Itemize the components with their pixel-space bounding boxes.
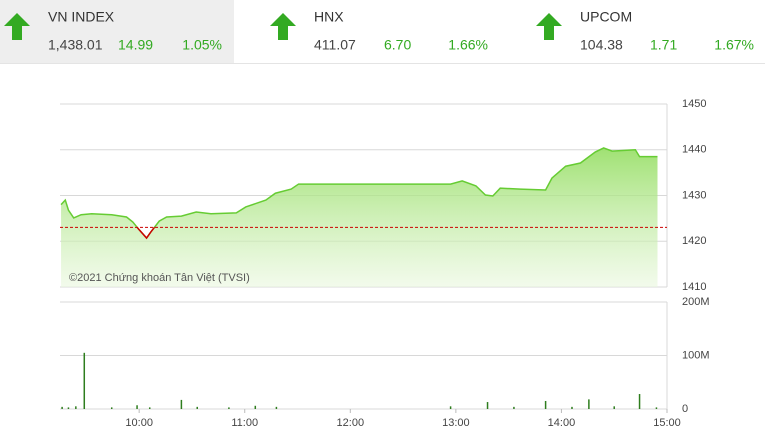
volume-bar <box>449 406 452 409</box>
x-tick-label: 10:00 <box>125 417 153 429</box>
up-arrow <box>4 13 30 40</box>
y-tick-label: 0 <box>682 403 688 415</box>
volume-bar <box>655 407 658 409</box>
ticker-value: 104.38 <box>580 37 623 53</box>
volume-bar <box>148 407 151 409</box>
selected-tab <box>0 0 234 63</box>
y-tick-label: 1430 <box>682 189 706 201</box>
volume-bar <box>75 406 77 409</box>
volume-bar <box>228 407 230 409</box>
volume-bar <box>83 352 86 409</box>
up-arrow <box>536 13 562 40</box>
y-tick-label: 1450 <box>682 98 706 110</box>
ticker-value: 1,438.01 <box>48 37 103 53</box>
volume-bar <box>61 406 63 409</box>
x-tick-label: 15:00 <box>653 417 681 429</box>
volume-bar <box>638 394 641 409</box>
ticker-name: UPCOM <box>580 9 632 25</box>
volume-bar <box>544 400 547 409</box>
y-tick-label: 200M <box>682 296 710 308</box>
volume-bar <box>571 406 573 409</box>
ticker-percent: 1.67% <box>714 37 754 53</box>
y-tick-label: 1440 <box>682 144 706 156</box>
volume-bar <box>275 406 278 409</box>
y-tick-label: 1420 <box>682 235 706 247</box>
volume-bar <box>67 407 70 409</box>
volume-bar <box>196 406 198 409</box>
x-tick-label: 14:00 <box>548 417 576 429</box>
ticker-name: HNX <box>314 9 344 25</box>
y-tick-label: 100M <box>682 349 710 361</box>
ticker-change: 14.99 <box>118 37 153 53</box>
price-line <box>60 147 658 240</box>
area-fill <box>61 147 658 287</box>
volume-bar <box>613 406 615 409</box>
volume-bar <box>254 405 257 409</box>
volume-bar <box>180 399 183 409</box>
x-tick-label: 11:00 <box>231 417 258 429</box>
ticker-percent: 1.66% <box>448 37 488 53</box>
annotation: ©2021 Chứng khoán Tân Việt (TVSI) <box>69 272 250 284</box>
volume-bar <box>486 402 489 409</box>
ticker-value: 411.07 <box>314 37 356 53</box>
ticker-percent: 1.05% <box>182 37 222 53</box>
x-tick-label: 12:00 <box>337 417 365 429</box>
ticker-change: 1.71 <box>650 37 677 53</box>
volume-bar <box>513 406 515 409</box>
x-tick-label: 13:00 <box>442 417 470 429</box>
y-tick-label: 1410 <box>682 281 706 293</box>
volume-bar <box>110 407 113 409</box>
volume-bar <box>136 405 138 409</box>
ticker-name: VN INDEX <box>48 9 115 25</box>
ticker-change: 6.70 <box>384 37 411 53</box>
up-arrow <box>270 13 296 40</box>
volume-bar <box>588 399 590 409</box>
